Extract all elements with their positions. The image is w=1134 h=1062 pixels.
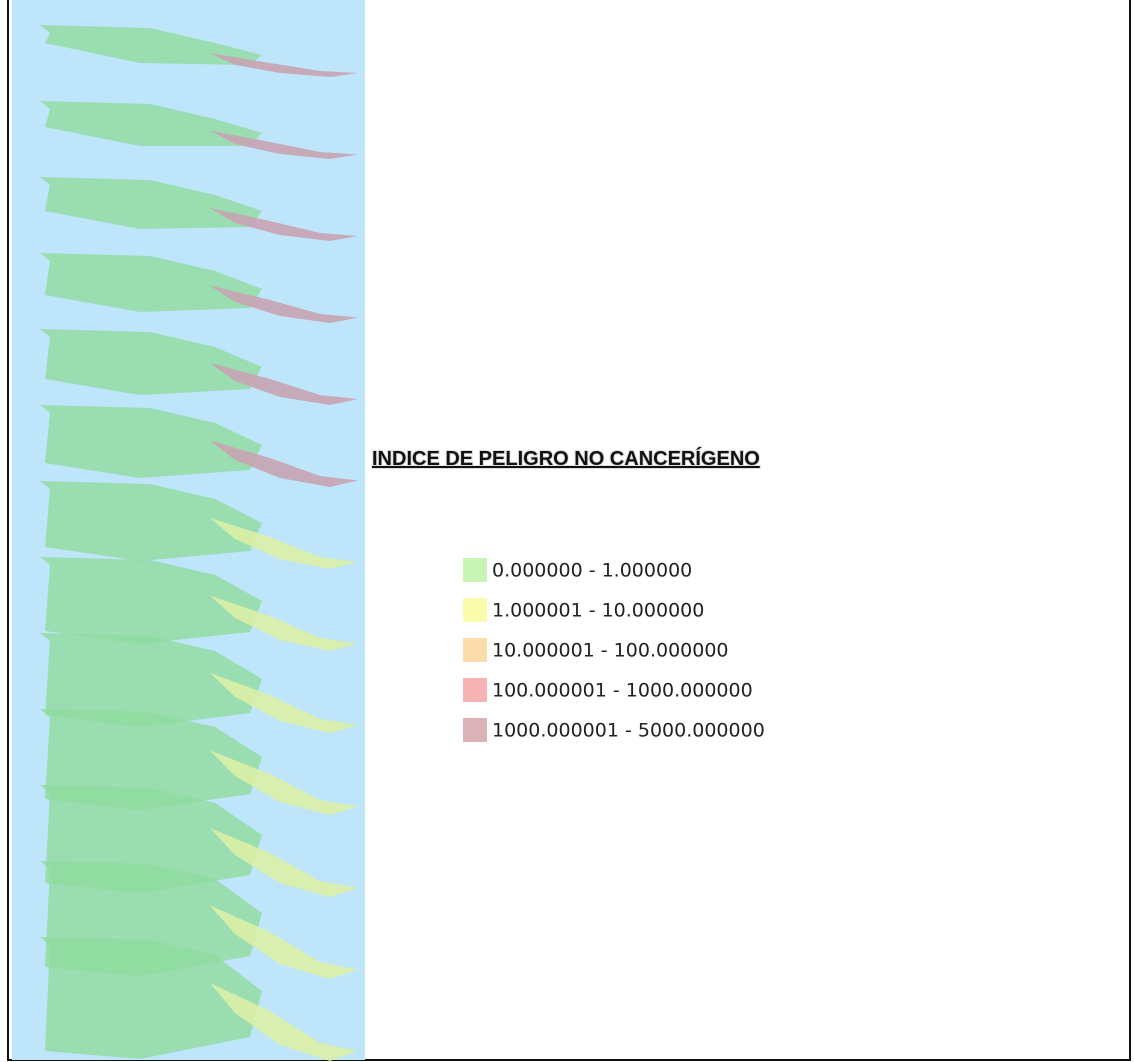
- land-area: [40, 25, 262, 65]
- land-tail: [210, 673, 358, 733]
- legend-label: 1.000001 - 10.000000: [492, 600, 704, 622]
- land-area: [40, 557, 262, 644]
- land-area: [40, 329, 262, 395]
- legend-swatch: [463, 638, 487, 662]
- legend: 0.000000 - 1.000000 1.000001 - 10.000000 1…: [463, 558, 765, 742]
- land-area: [40, 101, 262, 146]
- legend-label: 0.000000 - 1.000000: [492, 560, 692, 582]
- land-area: [40, 405, 262, 478]
- land-area: [40, 481, 262, 561]
- land-tail: [210, 828, 358, 897]
- frame: [7, 0, 1131, 1061]
- legend-label: 100.000001 - 1000.000000: [492, 680, 753, 702]
- land-tail: [210, 130, 358, 159]
- legend-swatch: [463, 718, 487, 742]
- land-tail: [210, 518, 358, 569]
- land-tail: [210, 363, 358, 405]
- land-tail: [210, 750, 358, 815]
- land-tail: [210, 905, 358, 979]
- land-tail: [210, 208, 358, 241]
- legend-label: 10.000001 - 100.000000: [492, 640, 729, 662]
- legend-swatch: [463, 678, 487, 702]
- land-tail: [210, 983, 358, 1061]
- legend-swatch: [463, 598, 487, 622]
- land-area: [40, 709, 262, 810]
- land-area: [40, 937, 262, 1059]
- land-tail: [210, 440, 358, 487]
- land-area: [40, 633, 262, 727]
- land-tail: [210, 595, 358, 651]
- map-features: [40, 25, 358, 1061]
- land-tail: [210, 285, 358, 323]
- land-tail: [210, 53, 358, 77]
- land-area: [40, 253, 262, 312]
- legend-label: 1000.000001 - 5000.000000: [492, 720, 765, 742]
- legend-swatch: [463, 558, 487, 582]
- legend-title: INDICE DE PELIGRO NO CANCERÍGENO: [372, 447, 760, 470]
- land-area: [40, 177, 262, 229]
